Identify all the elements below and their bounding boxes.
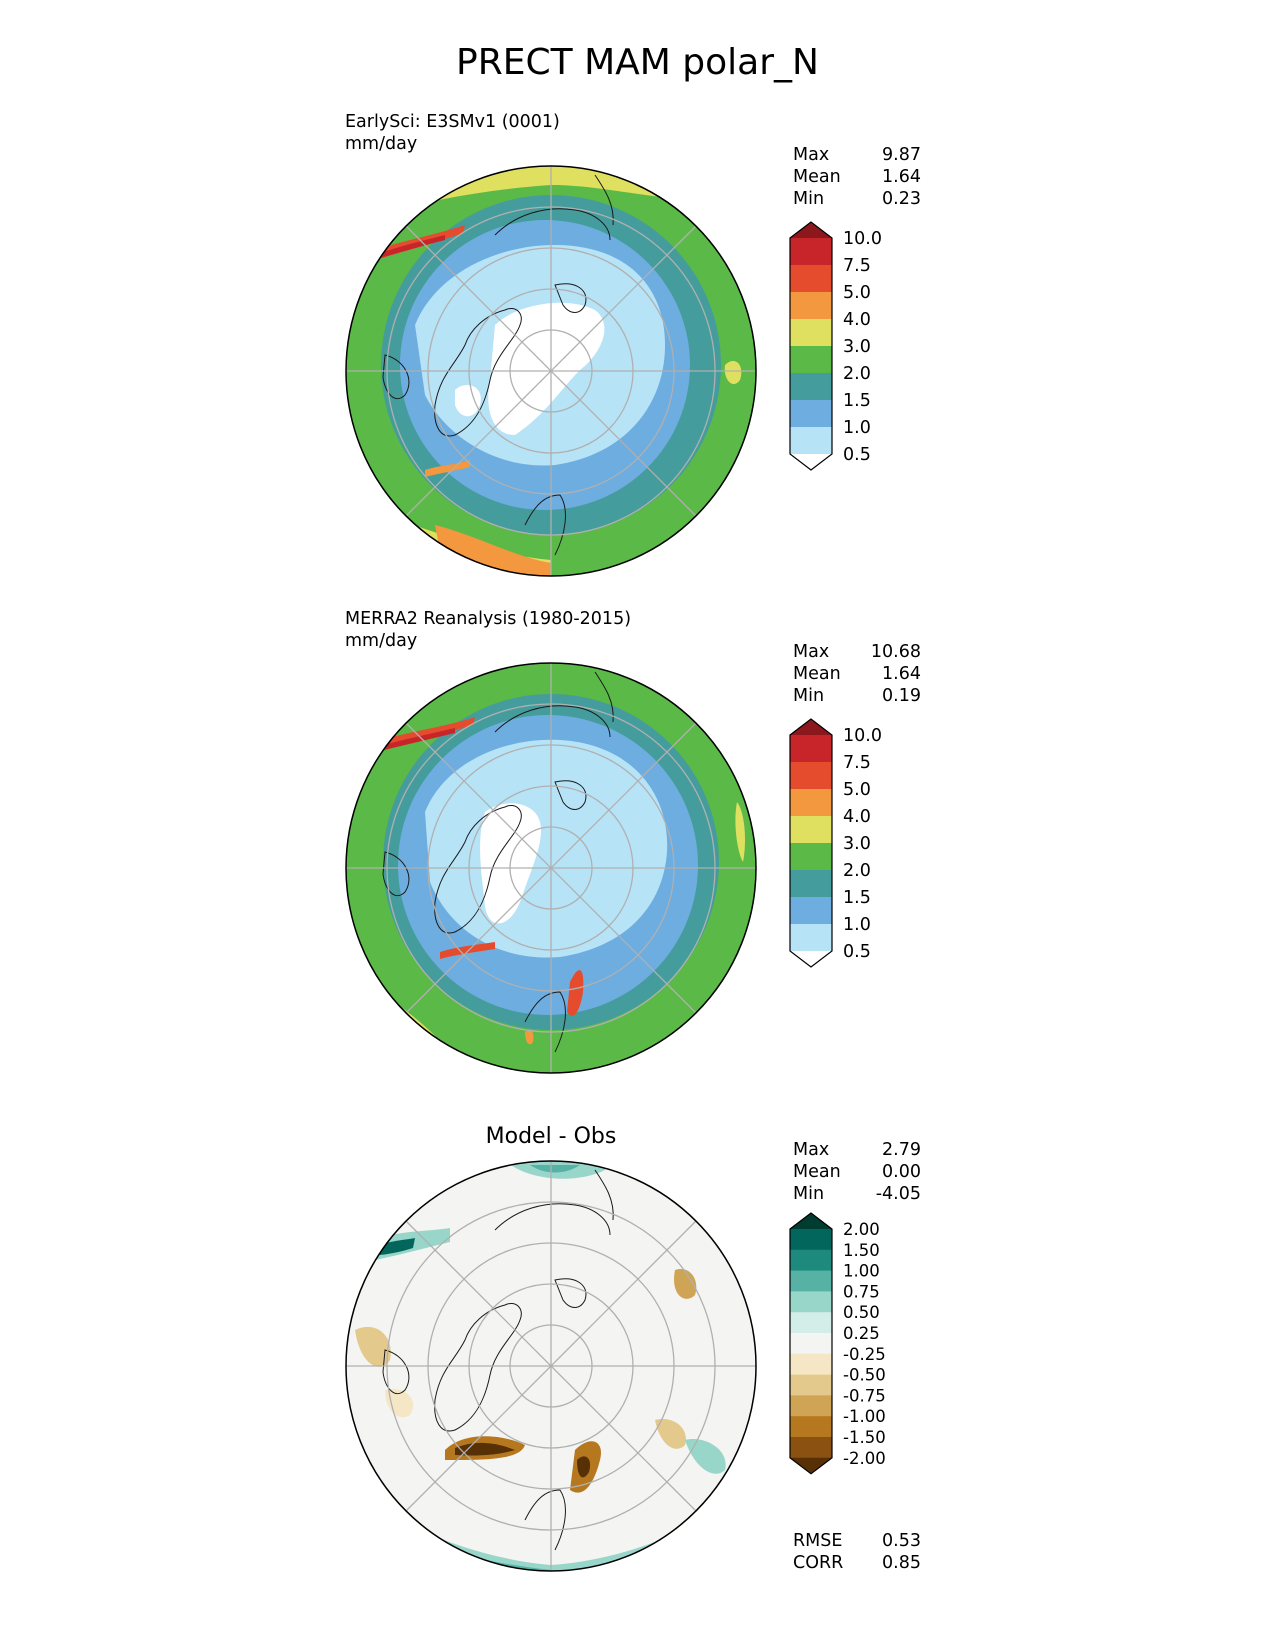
panel2-colorbar: 0.5 1.0 1.5 2.0 3.0 4.0 5.0 7.5 10.0 (789, 718, 900, 1019)
panel1-colorbar: 0.5 1.0 1.5 2.0 3.0 4.0 5.0 7.5 10.0 (789, 221, 900, 522)
colorbar-tick-label: 3.0 (843, 834, 871, 854)
panel3-stats: Max 2.79 Mean 0.00 Min -4.05 (793, 1139, 921, 1205)
colorbar-segment (790, 265, 832, 293)
colorbar-segment (790, 1249, 832, 1272)
panel1-polar-map (345, 165, 757, 577)
colorbar-tick-label: 2.0 (843, 364, 871, 384)
colorbar-tick-label: 1.0 (843, 915, 871, 935)
panel1-title-model: EarlySci: E3SMv1 (0001) (345, 112, 560, 132)
colorbar-tick-label: 4.0 (843, 310, 871, 330)
colorbar-segment (790, 346, 832, 374)
colorbar-segment (790, 1374, 832, 1396)
panel3-polar-map (345, 1160, 757, 1572)
colorbar-tick-label: 2.00 (843, 1220, 880, 1239)
colorbar-segment (790, 373, 832, 401)
stat-min: Min 0.19 (793, 686, 921, 706)
colorbar-segment (790, 1229, 832, 1251)
stat-min: Min -4.05 (793, 1184, 921, 1204)
colorbar-tick-label: 1.00 (843, 1262, 880, 1281)
colorbar-outline (789, 1212, 833, 1475)
panel3-metrics: RMSE 0.53 CORR 0.85 (793, 1530, 921, 1574)
colorbar-extend-min (790, 951, 832, 967)
colorbar-tick-label: -0.75 (843, 1386, 886, 1405)
panel2-colorbar-svg: 0.5 1.0 1.5 2.0 3.0 4.0 5.0 7.5 10.0 (789, 718, 882, 968)
panel1-title-units: mm/day (345, 134, 418, 154)
colorbar-tick-label: 7.5 (843, 753, 871, 773)
colorbar-segment (790, 1333, 832, 1355)
colorbar-outline (789, 221, 833, 471)
figure-title: PRECT MAM polar_N (456, 42, 819, 83)
colorbar-tick-label: 1.5 (843, 391, 871, 411)
panel2-title-ref: MERRA2 Reanalysis (1980-2015) (345, 609, 632, 629)
colorbar-tick-label: -0.50 (843, 1366, 886, 1385)
colorbar-extend-min (790, 1457, 832, 1474)
colorbar-tick-label: 10.0 (843, 726, 882, 746)
colorbar-segment (790, 897, 832, 925)
colorbar-segment (790, 816, 832, 844)
stat-max: Max 9.87 (793, 145, 921, 165)
panel1-title: EarlySci: E3SMv1 (0001) mm/day (345, 111, 560, 155)
colorbar-tick-label: 0.5 (843, 445, 871, 465)
panel1-stats: Max 9.87 Mean 1.64 Min 0.23 (793, 144, 921, 210)
colorbar-segment (790, 292, 832, 320)
colorbar-outline (789, 718, 833, 968)
colorbar-tick-label: 7.5 (843, 256, 871, 276)
colorbar-segment (790, 238, 832, 266)
colorbar-tick-label: 10.0 (843, 229, 882, 249)
colorbar-segment (790, 870, 832, 898)
metric-corr: CORR 0.85 (793, 1553, 921, 1573)
colorbar-tick-label: 1.50 (843, 1241, 880, 1260)
colorbar-extend-max (790, 1213, 832, 1229)
colorbar-tick-label: 0.50 (843, 1303, 880, 1322)
stat-mean: Mean 0.00 (793, 1162, 921, 1182)
colorbar-tick-label: 0.75 (843, 1282, 880, 1301)
stat-min: Min 0.23 (793, 189, 921, 209)
colorbar-extend-max (790, 719, 832, 735)
colorbar-tick-label: 1.5 (843, 888, 871, 908)
colorbar-segment (790, 762, 832, 790)
colorbar-extend-max (790, 222, 832, 238)
colorbar-tick-label: 4.0 (843, 807, 871, 827)
panel2-stats: Max 10.68 Mean 1.64 Min 0.19 (793, 641, 921, 707)
panel2-title: MERRA2 Reanalysis (1980-2015) mm/day (345, 608, 631, 652)
colorbar-tick-label: -1.00 (843, 1407, 886, 1426)
colorbar-extend-min (790, 454, 832, 470)
panel3-colorbar-svg: -2.00 -1.50 -1.00 -0.75-0.50 -0.25 0.25 0.50 0.… (789, 1212, 886, 1475)
colorbar-segment (790, 1395, 832, 1417)
colorbar-tick-label: 3.0 (843, 337, 871, 357)
stat-mean: Mean 1.64 (793, 167, 921, 187)
stat-max: Max 2.79 (793, 1140, 921, 1160)
panel3-title: Model - Obs (485, 1124, 617, 1149)
colorbar-tick-label: -2.00 (843, 1449, 886, 1468)
colorbar-segment (790, 427, 832, 455)
colorbar-segment (790, 1353, 832, 1376)
colorbar-tick-label: 0.5 (843, 942, 871, 962)
colorbar-segment (790, 400, 832, 428)
colorbar-segment (790, 789, 832, 817)
panel2-polar-map (345, 662, 757, 1074)
metric-rmse: RMSE 0.53 (793, 1531, 921, 1551)
colorbar-segment (790, 735, 832, 763)
panel2-title-units: mm/day (345, 631, 418, 651)
colorbar-segment (790, 1291, 832, 1313)
colorbar-segment (790, 1270, 832, 1292)
colorbar-segment (790, 1416, 832, 1438)
colorbar-tick-label: 1.0 (843, 418, 871, 438)
colorbar-tick-label: 5.0 (843, 780, 871, 800)
colorbar-segment (790, 1437, 832, 1459)
colorbar-segment (790, 843, 832, 871)
colorbar-tick-label: 0.25 (843, 1324, 880, 1343)
stat-mean: Mean 1.64 (793, 664, 921, 684)
colorbar-tick-label: 5.0 (843, 283, 871, 303)
colorbar-tick-label: 2.0 (843, 861, 871, 881)
colorbar-tick-label: -1.50 (843, 1428, 886, 1447)
colorbar-segment (790, 319, 832, 347)
panel1-colorbar-svg: 0.5 1.0 1.5 2.0 3.0 4.0 5.0 7.5 10.0 (789, 221, 882, 471)
colorbar-segment (790, 1312, 832, 1334)
colorbar-segment (790, 924, 832, 952)
colorbar-tick-label: -0.25 (843, 1345, 886, 1364)
stat-max: Max 10.68 (793, 642, 921, 662)
panel3-colorbar: -2.00 -1.50 -1.00 -0.75 -0.50 -0.25 0.25 0.50 0.… (789, 1212, 900, 1513)
